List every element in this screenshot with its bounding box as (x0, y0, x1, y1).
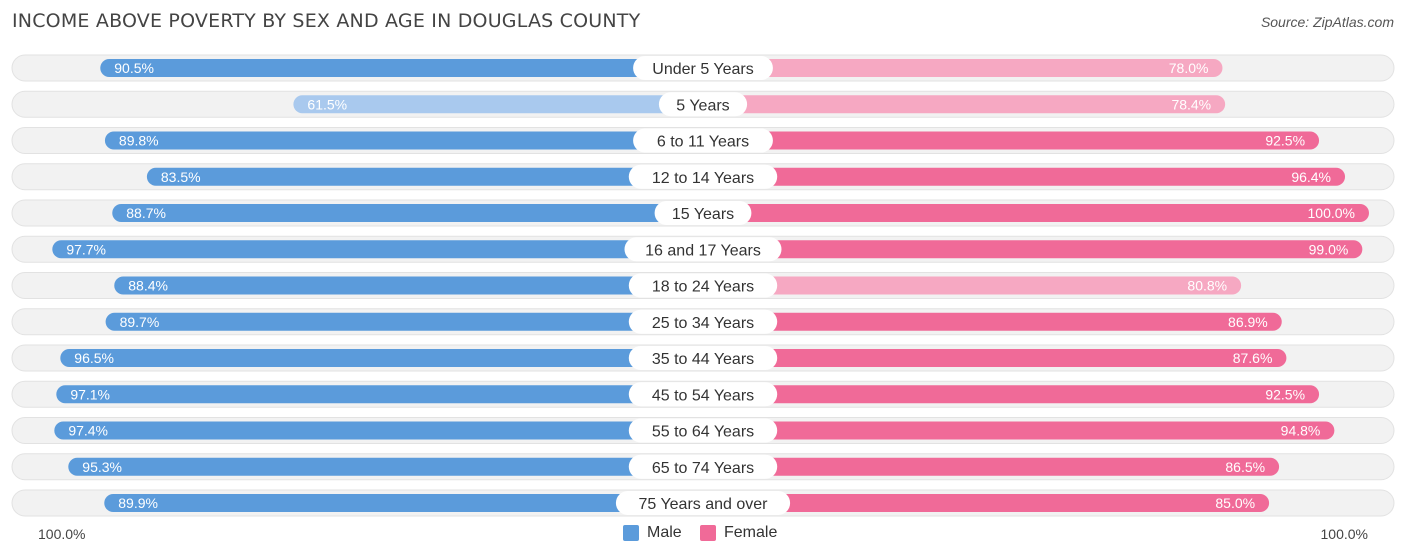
female-bar (703, 59, 1223, 77)
legend-swatch-female (700, 525, 716, 541)
category-label: 25 to 34 Years (652, 315, 754, 332)
female-value-label: 92.5% (1265, 133, 1305, 149)
female-bar (703, 312, 1282, 331)
male-bar (52, 240, 704, 259)
category-label: 16 and 17 Years (645, 242, 761, 259)
female-value-label: 85.0% (1215, 495, 1255, 511)
right-axis-label: 100.0% (1320, 526, 1368, 542)
category-label: 45 to 54 Years (652, 387, 754, 404)
source-credit: Source: ZipAtlas.com (1260, 14, 1394, 30)
bar-chart: 90.5% 78.0% Under 5 Years 61.5% 78.4% 5 Years… (11, 54, 1395, 517)
legend-item-male: Male (623, 524, 682, 542)
male-value-label: 97.4% (68, 423, 108, 439)
category-pill (628, 164, 778, 189)
female-value-label: 78.0% (1169, 60, 1209, 76)
male-value-label: 89.8% (119, 133, 159, 149)
male-bar (114, 276, 704, 295)
female-bar (703, 385, 1320, 404)
male-value-label: 61.5% (307, 96, 347, 112)
male-value-label: 90.5% (114, 60, 154, 76)
female-value-label: 78.4% (1171, 96, 1211, 112)
female-bar (703, 457, 1280, 476)
female-value-label: 100.0% (1308, 205, 1355, 221)
category-pill (628, 346, 778, 370)
male-bar (56, 385, 703, 404)
female-value-label: 86.5% (1225, 459, 1265, 475)
category-pill (658, 92, 748, 117)
female-bar (703, 95, 1226, 114)
male-bar (112, 204, 704, 222)
legend-label-male: Male (647, 524, 682, 541)
category-pill (628, 309, 778, 334)
female-value-label: 87.6% (1233, 350, 1273, 366)
category-pill (624, 237, 782, 262)
category-label: 12 to 14 Years (652, 170, 754, 187)
male-bar (105, 312, 703, 331)
female-value-label: 99.0% (1309, 241, 1349, 257)
female-value-label: 94.8% (1281, 423, 1321, 439)
female-bar (703, 131, 1320, 150)
male-value-label: 83.5% (161, 169, 201, 185)
female-value-label: 92.5% (1265, 386, 1305, 402)
male-value-label: 89.7% (120, 314, 160, 330)
legend: Male Female (0, 524, 1406, 546)
male-bar (104, 494, 704, 512)
male-bar (100, 59, 703, 77)
category-pill (633, 56, 773, 80)
category-label: 75 Years and over (639, 496, 769, 513)
female-bar (703, 167, 1346, 186)
category-label: 6 to 11 Years (657, 134, 749, 151)
category-label: 65 to 74 Years (652, 460, 754, 477)
category-pill (628, 454, 778, 479)
category-pill (654, 201, 752, 225)
category-pill (628, 273, 778, 298)
category-pill (615, 491, 791, 515)
male-bar (54, 421, 704, 440)
category-label: 18 to 24 Years (652, 279, 754, 296)
category-pill (633, 128, 773, 153)
male-value-label: 95.3% (82, 459, 122, 475)
male-bar (293, 95, 703, 114)
male-bar (146, 167, 703, 186)
female-value-label: 86.9% (1228, 314, 1268, 330)
male-bar (68, 457, 703, 476)
male-bar (104, 131, 703, 150)
female-bar (703, 240, 1363, 259)
female-bar (703, 349, 1287, 367)
female-value-label: 96.4% (1291, 169, 1331, 185)
male-bar (60, 349, 704, 367)
legend-label-female: Female (724, 524, 778, 541)
chart-title: INCOME ABOVE POVERTY BY SEX AND AGE IN D… (12, 10, 641, 32)
left-axis-label: 100.0% (38, 526, 86, 542)
legend-swatch-male (623, 525, 639, 541)
female-bar (703, 204, 1369, 222)
male-value-label: 88.4% (128, 278, 168, 294)
female-bar (703, 494, 1270, 512)
category-label: 15 Years (672, 206, 734, 223)
female-bar (703, 421, 1335, 440)
legend-item-female: Female (700, 524, 777, 542)
category-label: Under 5 Years (652, 61, 753, 78)
category-pill (628, 418, 778, 443)
male-value-label: 89.9% (118, 495, 158, 511)
category-pill (628, 382, 778, 407)
male-value-label: 88.7% (126, 205, 166, 221)
male-value-label: 96.5% (74, 350, 114, 366)
category-label: 5 Years (676, 97, 729, 114)
female-bar (703, 276, 1242, 295)
category-label: 35 to 44 Years (652, 351, 754, 368)
category-label: 55 to 64 Years (652, 424, 754, 441)
male-value-label: 97.7% (66, 241, 106, 257)
female-value-label: 80.8% (1187, 278, 1227, 294)
male-value-label: 97.1% (70, 386, 110, 402)
